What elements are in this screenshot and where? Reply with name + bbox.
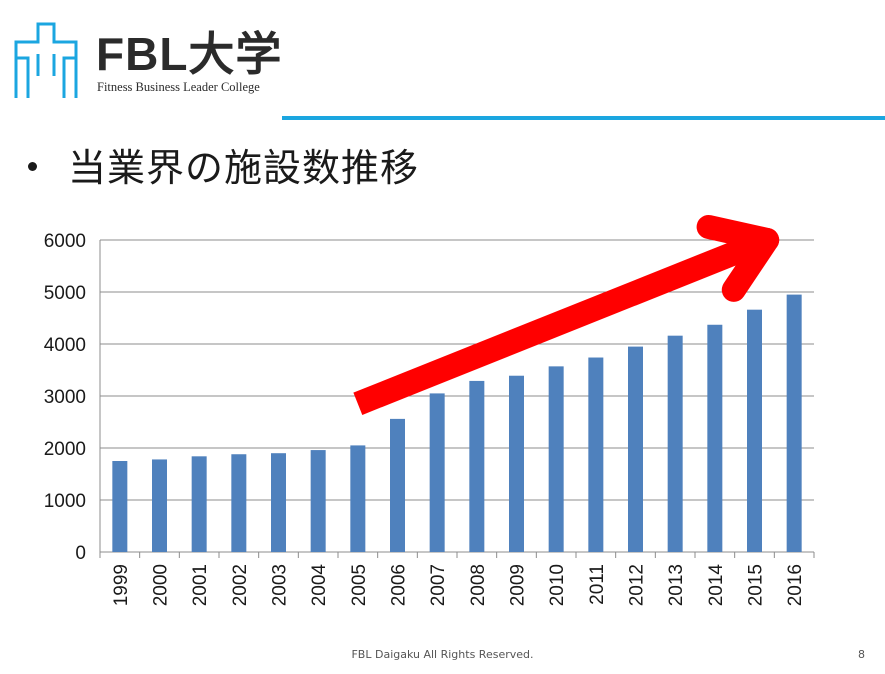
x-tick-label: 2009 — [508, 564, 529, 606]
bar — [707, 324, 723, 552]
y-tick-label: 5000 — [44, 283, 86, 304]
bar — [271, 453, 286, 552]
y-tick-label: 3000 — [44, 387, 86, 408]
bar — [310, 450, 326, 552]
x-tick-label: 2003 — [270, 564, 291, 606]
bar — [112, 461, 128, 552]
bar — [469, 380, 485, 552]
y-tick-label: 1000 — [44, 491, 86, 512]
y-tick-label: 6000 — [44, 231, 86, 252]
x-tick-label: 2014 — [706, 564, 727, 607]
x-tick-label: 2013 — [666, 564, 687, 606]
x-tick-label: 2012 — [627, 564, 648, 606]
y-tick-label: 2000 — [44, 439, 86, 460]
x-tick-label: 2000 — [151, 564, 172, 606]
bar-chart: 0 1000 2000 3000 4000 5000 6000 1999 2000 2001 200… — [44, 214, 815, 607]
x-tick-label: 2010 — [547, 564, 568, 606]
y-tick-label: 0 — [75, 543, 86, 564]
footer-copyright: FBL Daigaku All Rights Reserved. — [351, 648, 534, 661]
header-rule — [282, 116, 885, 120]
page-number: 8 — [858, 648, 865, 661]
y-tick-label: 4000 — [44, 335, 86, 356]
x-tick-label: 2005 — [349, 564, 370, 606]
x-tick-label: 2011 — [587, 564, 608, 605]
slide-heading: 当業界の施設数推移 — [68, 146, 420, 190]
bar — [509, 375, 524, 552]
x-tick-label: 2008 — [468, 564, 489, 606]
bar — [628, 346, 643, 552]
bar — [548, 366, 564, 552]
bar — [191, 456, 207, 552]
x-tick-label: 2015 — [746, 564, 767, 606]
bar — [390, 418, 405, 552]
bar — [786, 294, 802, 552]
bullet-point — [28, 162, 37, 171]
x-tick-label: 2006 — [389, 564, 410, 606]
bar — [747, 309, 762, 552]
bar — [152, 459, 167, 552]
bar — [588, 357, 604, 552]
x-tick-label: 2007 — [428, 564, 449, 606]
x-tick-label: 1999 — [111, 564, 132, 606]
x-tick-label: 2004 — [309, 564, 330, 607]
bar — [429, 393, 445, 552]
bar — [350, 445, 366, 552]
building-logo-icon — [14, 22, 78, 98]
logo-title: FBL大学 — [96, 28, 283, 80]
logo-subtitle: Fitness Business Leader College — [97, 80, 260, 94]
bar — [231, 454, 247, 552]
x-tick-label: 2016 — [785, 564, 806, 606]
x-tick-label: 2001 — [190, 564, 211, 606]
x-tick-label: 2002 — [230, 564, 251, 606]
bar — [667, 335, 683, 552]
trend-arrow-icon — [353, 214, 780, 415]
